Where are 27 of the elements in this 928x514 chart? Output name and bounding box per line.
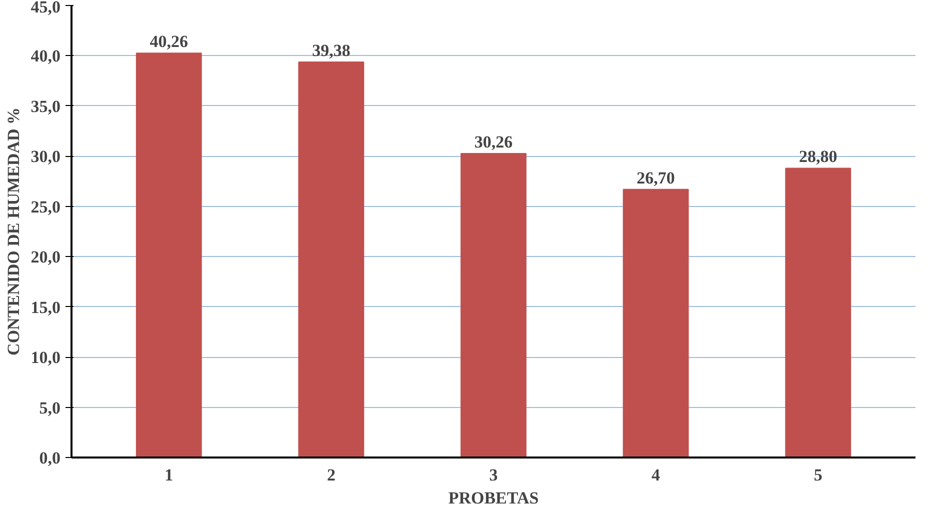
y-tick-label: 10,0 [30,348,60,368]
data-label: 26,70 [636,168,675,188]
y-tick-label: 40,0 [30,46,60,66]
y-tick-label: 45,0 [30,0,60,16]
data-label: 39,38 [312,40,350,60]
bar [298,61,364,458]
bar [136,52,202,458]
data-label: 40,26 [150,32,188,52]
y-tick-label: 30,0 [30,147,60,166]
y-tick-label: 20,0 [30,248,60,267]
y-tick-label: 5,0 [39,398,60,418]
x-tick-label: 3 [489,466,498,484]
bar [785,168,852,458]
y-tick-label: 25,0 [30,197,60,216]
x-axis-title: PROBETAS [448,488,539,508]
data-label: 28,80 [798,147,838,166]
y-tick-label: 15,0 [30,298,60,317]
y-axis-title: CONTENIDO DE HUMEDAD % [4,108,23,356]
x-tick-label: 4 [652,466,661,484]
bar [460,153,526,458]
data-label: 30,26 [474,132,513,152]
x-tick-label: 1 [164,466,174,484]
x-tick-label: 5 [814,466,822,484]
x-tick-label: 2 [326,466,336,484]
bar [622,188,689,458]
y-tick-label: 0,0 [39,448,60,468]
y-tick-label: 35,0 [30,96,60,116]
